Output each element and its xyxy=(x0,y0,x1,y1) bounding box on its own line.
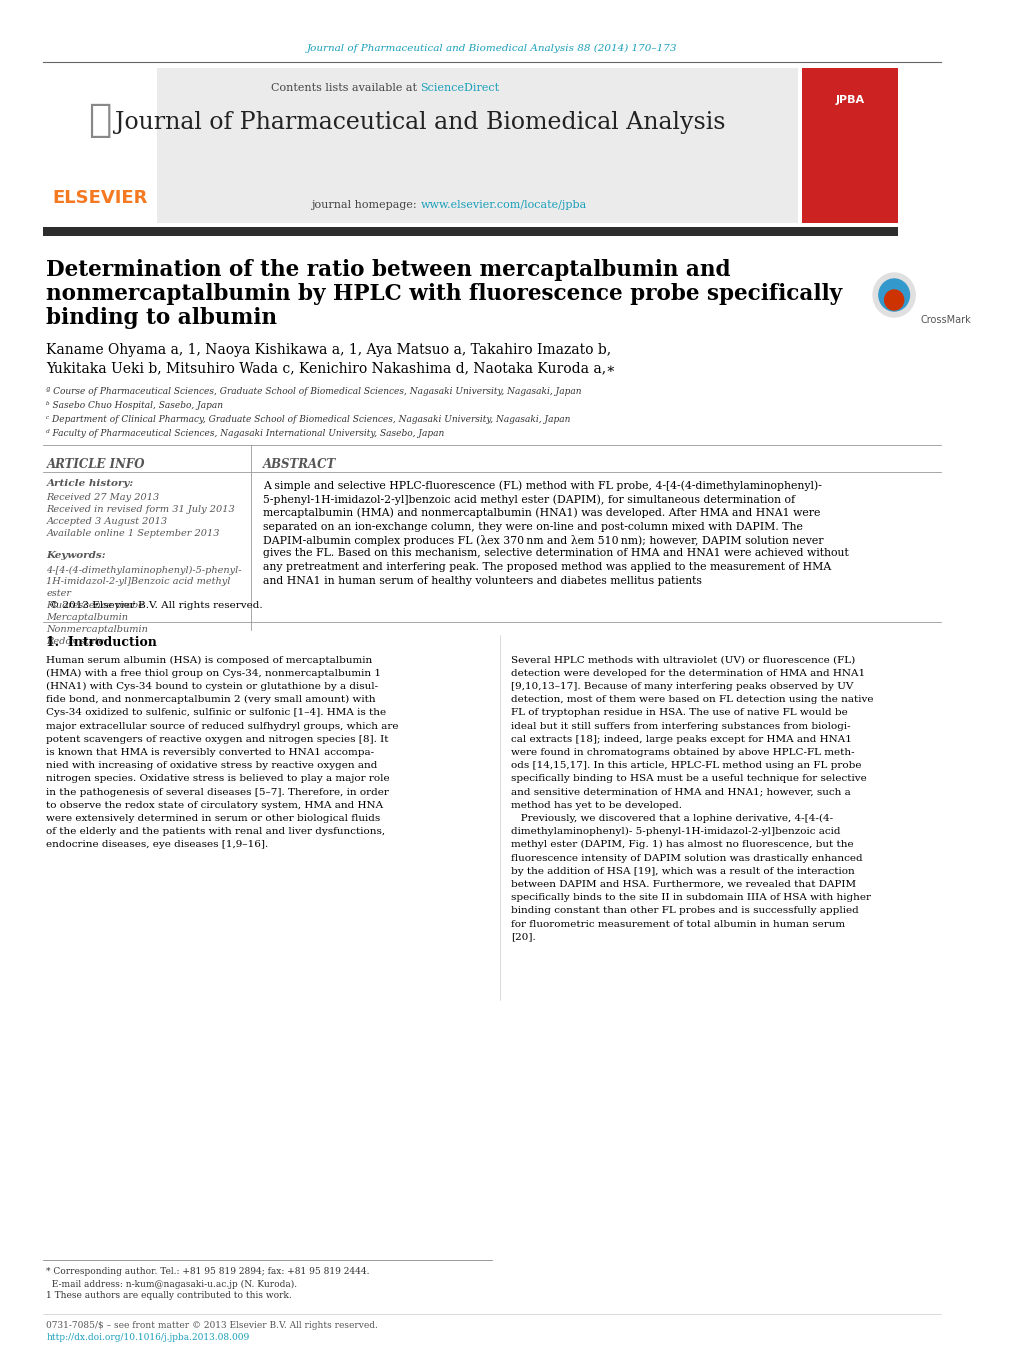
Text: 1H-imidazol-2-yl]Benzoic acid methyl: 1H-imidazol-2-yl]Benzoic acid methyl xyxy=(47,577,230,586)
Text: ester: ester xyxy=(47,589,71,598)
Text: 🌳: 🌳 xyxy=(89,101,112,139)
Text: to observe the redox state of circulatory system, HMA and HNA: to observe the redox state of circulator… xyxy=(47,801,383,809)
Text: © 2013 Elsevier B.V. All rights reserved.: © 2013 Elsevier B.V. All rights reserved… xyxy=(49,601,263,611)
Text: Mercaptalbumin: Mercaptalbumin xyxy=(47,613,128,623)
Text: Redox state: Redox state xyxy=(47,638,105,647)
Text: Human serum albumin (HSA) is composed of mercaptalbumin: Human serum albumin (HSA) is composed of… xyxy=(47,655,372,665)
Text: CrossMark: CrossMark xyxy=(920,315,971,326)
Text: Journal of Pharmaceutical and Biomedical Analysis 88 (2014) 170–173: Journal of Pharmaceutical and Biomedical… xyxy=(307,43,677,53)
Text: 1.  Introduction: 1. Introduction xyxy=(47,635,157,648)
Text: detection were developed for the determination of HMA and HNA1: detection were developed for the determi… xyxy=(511,669,865,678)
Text: ABSTRACT: ABSTRACT xyxy=(263,458,335,471)
Text: major extracellular source of reduced sulfhydryl groups, which are: major extracellular source of reduced su… xyxy=(47,721,398,731)
Text: Fluorescence probe: Fluorescence probe xyxy=(47,601,145,611)
Text: E-mail address: n-kum@nagasaki-u.ac.jp (N. Kuroda).: E-mail address: n-kum@nagasaki-u.ac.jp (… xyxy=(47,1279,298,1289)
Text: Several HPLC methods with ultraviolet (UV) or fluorescence (FL): Several HPLC methods with ultraviolet (U… xyxy=(511,655,855,665)
Text: separated on an ion-exchange column, they were on-line and post-column mixed wit: separated on an ion-exchange column, the… xyxy=(263,521,802,531)
Text: potent scavengers of reactive oxygen and nitrogen species [8]. It: potent scavengers of reactive oxygen and… xyxy=(47,735,388,743)
Text: specifically binds to the site II in subdomain IIIA of HSA with higher: specifically binds to the site II in sub… xyxy=(511,893,870,902)
Text: binding to albumin: binding to albumin xyxy=(47,307,277,330)
Text: ARTICLE INFO: ARTICLE INFO xyxy=(47,458,145,471)
FancyBboxPatch shape xyxy=(43,68,798,223)
Text: Yukitaka Ueki b, Mitsuhiro Wada c, Kenichiro Nakashima d, Naotaka Kuroda a,∗: Yukitaka Ueki b, Mitsuhiro Wada c, Kenic… xyxy=(47,361,615,376)
Text: ᵇ Sasebo Chuo Hospital, Sasebo, Japan: ᵇ Sasebo Chuo Hospital, Sasebo, Japan xyxy=(47,401,223,411)
Text: for fluorometric measurement of total albumin in human serum: for fluorometric measurement of total al… xyxy=(511,920,845,928)
FancyBboxPatch shape xyxy=(43,227,897,236)
Text: nied with increasing of oxidative stress by reactive oxygen and: nied with increasing of oxidative stress… xyxy=(47,761,377,770)
Text: method has yet to be developed.: method has yet to be developed. xyxy=(511,801,682,809)
Text: FL of tryptophan residue in HSA. The use of native FL would be: FL of tryptophan residue in HSA. The use… xyxy=(511,708,848,717)
Text: ª Course of Pharmaceutical Sciences, Graduate School of Biomedical Sciences, Nag: ª Course of Pharmaceutical Sciences, Gra… xyxy=(47,388,582,396)
Text: (HNA1) with Cys-34 bound to cystein or glutathione by a disul-: (HNA1) with Cys-34 bound to cystein or g… xyxy=(47,682,378,690)
Text: nitrogen species. Oxidative stress is believed to play a major role: nitrogen species. Oxidative stress is be… xyxy=(47,774,389,784)
Text: in the pathogenesis of several diseases [5–7]. Therefore, in order: in the pathogenesis of several diseases … xyxy=(47,788,389,797)
Circle shape xyxy=(878,280,909,311)
Text: 0731-7085/$ – see front matter © 2013 Elsevier B.V. All rights reserved.: 0731-7085/$ – see front matter © 2013 El… xyxy=(47,1321,378,1331)
Text: JPBA: JPBA xyxy=(835,95,864,105)
Text: Article history:: Article history: xyxy=(47,480,133,489)
Text: Determination of the ratio between mercaptalbumin and: Determination of the ratio between merca… xyxy=(47,259,731,281)
Text: Keywords:: Keywords: xyxy=(47,551,106,561)
Text: ELSEVIER: ELSEVIER xyxy=(52,189,148,207)
Text: ods [14,15,17]. In this article, HPLC-FL method using an FL probe: ods [14,15,17]. In this article, HPLC-FL… xyxy=(511,761,861,770)
Text: Cys-34 oxidized to sulfenic, sulfinic or sulfonic [1–4]. HMA is the: Cys-34 oxidized to sulfenic, sulfinic or… xyxy=(47,708,386,717)
Text: www.elsevier.com/locate/jpba: www.elsevier.com/locate/jpba xyxy=(420,200,586,209)
Text: and sensitive determination of HMA and HNA1; however, such a: and sensitive determination of HMA and H… xyxy=(511,788,851,797)
Text: Nonmercaptalbumin: Nonmercaptalbumin xyxy=(47,626,148,635)
Text: fide bond, and nonmercaptalbumin 2 (very small amount) with: fide bond, and nonmercaptalbumin 2 (very… xyxy=(47,694,376,704)
Text: cal extracts [18]; indeed, large peaks except for HMA and HNA1: cal extracts [18]; indeed, large peaks e… xyxy=(511,735,852,743)
Text: Accepted 3 August 2013: Accepted 3 August 2013 xyxy=(47,517,167,527)
Text: [20].: [20]. xyxy=(511,932,536,942)
Text: detection, most of them were based on FL detection using the native: detection, most of them were based on FL… xyxy=(511,696,873,704)
Text: is known that HMA is reversibly converted to HNA1 accompa-: is known that HMA is reversibly converte… xyxy=(47,748,374,757)
Text: methyl ester (DAPIM, Fig. 1) has almost no fluorescence, but the: methyl ester (DAPIM, Fig. 1) has almost … xyxy=(511,840,853,850)
Circle shape xyxy=(883,290,903,309)
Text: A simple and selective HPLC-fluorescence (FL) method with FL probe, 4-[4-(4-dime: A simple and selective HPLC-fluorescence… xyxy=(263,481,820,492)
Text: journal homepage:: journal homepage: xyxy=(311,200,420,209)
Text: Received in revised form 31 July 2013: Received in revised form 31 July 2013 xyxy=(47,505,235,515)
Text: 1 These authors are equally contributed to this work.: 1 These authors are equally contributed … xyxy=(47,1292,291,1301)
Text: were found in chromatograms obtained by above HPLC-FL meth-: were found in chromatograms obtained by … xyxy=(511,748,854,757)
Text: by the addition of HSA [19], which was a result of the interaction: by the addition of HSA [19], which was a… xyxy=(511,867,854,875)
Text: endocrine diseases, eye diseases [1,9–16].: endocrine diseases, eye diseases [1,9–16… xyxy=(47,840,268,850)
Text: and HNA1 in human serum of healthy volunteers and diabetes mellitus patients: and HNA1 in human serum of healthy volun… xyxy=(263,576,701,585)
Text: ᵈ Faculty of Pharmaceutical Sciences, Nagasaki International University, Sasebo,: ᵈ Faculty of Pharmaceutical Sciences, Na… xyxy=(47,430,444,439)
Circle shape xyxy=(872,273,914,317)
Text: Available online 1 September 2013: Available online 1 September 2013 xyxy=(47,530,220,539)
Text: mercaptalbumin (HMA) and nonmercaptalbumin (HNA1) was developed. After HMA and H: mercaptalbumin (HMA) and nonmercaptalbum… xyxy=(263,508,819,519)
Text: ᶜ Department of Clinical Pharmacy, Graduate School of Biomedical Sciences, Nagas: ᶜ Department of Clinical Pharmacy, Gradu… xyxy=(47,416,571,424)
Text: binding constant than other FL probes and is successfully applied: binding constant than other FL probes an… xyxy=(511,907,858,915)
Text: nonmercaptalbumin by HPLC with fluorescence probe specifically: nonmercaptalbumin by HPLC with fluoresce… xyxy=(47,282,842,305)
Text: specifically binding to HSA must be a useful technique for selective: specifically binding to HSA must be a us… xyxy=(511,774,866,784)
Text: Journal of Pharmaceutical and Biomedical Analysis: Journal of Pharmaceutical and Biomedical… xyxy=(115,112,726,135)
Text: fluorescence intensity of DAPIM solution was drastically enhanced: fluorescence intensity of DAPIM solution… xyxy=(511,854,862,862)
Text: any pretreatment and interfering peak. The proposed method was applied to the me: any pretreatment and interfering peak. T… xyxy=(263,562,830,571)
Text: ideal but it still suffers from interfering substances from biologi-: ideal but it still suffers from interfer… xyxy=(511,721,850,731)
Text: [9,10,13–17]. Because of many interfering peaks observed by UV: [9,10,13–17]. Because of many interferin… xyxy=(511,682,853,690)
FancyBboxPatch shape xyxy=(43,68,157,223)
Text: Kaname Ohyama a, 1, Naoya Kishikawa a, 1, Aya Matsuo a, Takahiro Imazato b,: Kaname Ohyama a, 1, Naoya Kishikawa a, 1… xyxy=(47,343,611,357)
Text: Received 27 May 2013: Received 27 May 2013 xyxy=(47,493,160,503)
Text: Contents lists available at: Contents lists available at xyxy=(271,82,420,93)
FancyBboxPatch shape xyxy=(802,68,897,223)
Text: DAPIM-albumin complex produces FL (λex 370 nm and λem 510 nm); however, DAPIM so: DAPIM-albumin complex produces FL (λex 3… xyxy=(263,535,822,546)
Text: * Corresponding author. Tel.: +81 95 819 2894; fax: +81 95 819 2444.: * Corresponding author. Tel.: +81 95 819… xyxy=(47,1267,370,1277)
Text: of the elderly and the patients with renal and liver dysfunctions,: of the elderly and the patients with ren… xyxy=(47,827,385,836)
Text: (HMA) with a free thiol group on Cys-34, nonmercaptalbumin 1: (HMA) with a free thiol group on Cys-34,… xyxy=(47,669,381,678)
Text: ScienceDirect: ScienceDirect xyxy=(420,82,499,93)
Text: http://dx.doi.org/10.1016/j.jpba.2013.08.009: http://dx.doi.org/10.1016/j.jpba.2013.08… xyxy=(47,1333,250,1343)
Text: gives the FL. Based on this mechanism, selective determination of HMA and HNA1 w: gives the FL. Based on this mechanism, s… xyxy=(263,549,848,558)
Text: between DAPIM and HSA. Furthermore, we revealed that DAPIM: between DAPIM and HSA. Furthermore, we r… xyxy=(511,880,856,889)
Text: were extensively determined in serum or other biological fluids: were extensively determined in serum or … xyxy=(47,813,380,823)
Text: 4-[4-(4-dimethylaminophenyl)-5-phenyl-: 4-[4-(4-dimethylaminophenyl)-5-phenyl- xyxy=(47,566,242,574)
Text: 5-phenyl-1H-imidazol-2-yl]benzoic acid methyl ester (DAPIM), for simultaneous de: 5-phenyl-1H-imidazol-2-yl]benzoic acid m… xyxy=(263,494,794,505)
Text: dimethylaminophenyl)- 5-phenyl-1H-imidazol-2-yl]benzoic acid: dimethylaminophenyl)- 5-phenyl-1H-imidaz… xyxy=(511,827,840,836)
Text: Previously, we discovered that a lophine derivative, 4-[4-(4-: Previously, we discovered that a lophine… xyxy=(511,813,833,823)
